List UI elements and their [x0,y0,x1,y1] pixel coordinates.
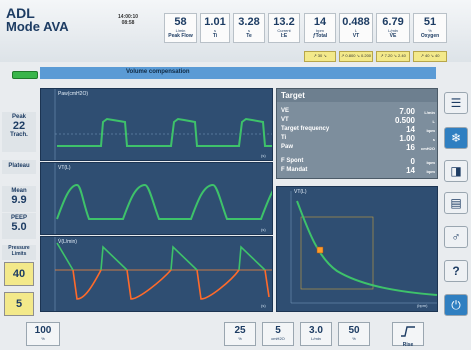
help-icon[interactable]: ? [444,260,468,282]
cycling-setting-button[interactable]: 50% [338,322,370,346]
peak-pressure-box: Peak 22 Trach. [2,112,36,152]
time-unit: (s) [261,303,266,308]
target-row-vt: VT 0.500 L [281,116,435,125]
power-icon[interactable]: ⏻ [444,294,468,316]
peep-setting-button[interactable]: 5 cmH2O [262,322,294,346]
pressure-curve [54,89,272,160]
measure-ie: 13.2 Current I:E [268,13,300,43]
pressure-limits-label: Pressure Limits [2,245,36,260]
target-row-fspont: F Spont 0 bpm [281,157,435,166]
peep-box: PEEP 5.0 [2,213,36,239]
volume-frequency-loop: VT(L) (bpm) [276,186,438,312]
measure-ti: 1.01 s Ti [200,13,230,43]
alarm-limit-vt[interactable]: ↗ 0.800 ↘ 0.200 [339,51,373,62]
rise-icon [401,326,415,337]
target-row-ti: Ti 1.00 s [281,134,435,143]
print-icon[interactable]: ▤ [444,192,468,214]
setting-button-25[interactable]: 25% [224,322,256,346]
clock: 14:00:10 08:58 [118,14,139,26]
plateau-box: Plateau [2,160,36,174]
target-title: Target [277,89,437,102]
mean-pressure-box: Mean 9.9 [2,186,36,212]
mode-name: Mode AVA [6,19,69,34]
measure-peak-flow: 58 L/min Peak Flow [164,13,197,43]
snowflake-icon[interactable]: ❄ [444,127,468,149]
flow-waveform-title: V̇(L/min) [58,239,77,245]
target-row-fmandat: F Mandat 14 bpm [281,166,435,175]
pmin-limit-button[interactable]: 5 [4,292,34,316]
circuit-icon[interactable]: ♂ [444,226,468,248]
measure-vt: 0.488 L VT [339,13,373,43]
alarm-limit-ve[interactable]: ↗ 7.20 ↘ 2.40 [376,51,410,62]
flow-waveform: V̇(L/min) (s) [40,236,273,312]
target-row-paw: Paw 16 cmH2O [281,143,435,152]
loop-curve [290,191,438,304]
status-led [12,71,38,79]
pmax-limit-button[interactable]: 40 [4,262,34,286]
target-panel: Target VE 7.00 L/min VT 0.500 L Target frequ… [276,88,438,179]
measure-te: 3.28 s Te [233,13,265,43]
loop-xlabel: (bpm) [417,303,428,308]
ventilator-brand: ADL Mode AVA [6,5,69,34]
alarm-limit-ftotal[interactable]: ↗ 30 ↘ [304,51,336,62]
menu-icon[interactable]: ☰ [444,92,468,114]
pressure-waveform: Paw(cmH2O) (s) [40,88,273,161]
volume-waveform: VT(L) (s) [40,162,273,235]
volume-waveform-title: VT(L) [58,165,71,171]
rise-setting-button[interactable]: Rise [392,322,424,348]
pressure-waveform-title: Paw(cmH2O) [58,91,89,97]
measure-ve: 6.79 L/min V̇E [376,13,410,43]
flow-curve [54,237,272,311]
measure-oxygen: 51% Oxygen [413,13,447,43]
target-row-ve: VE 7.00 L/min [281,107,435,116]
alarm-limit-oxygen[interactable]: ↗ 40 ↘ 40 [413,51,447,62]
freeze-icon[interactable]: ◨ [444,160,468,182]
oxygen-setting-button[interactable]: 100% [26,322,60,346]
volume-curve [54,163,272,234]
time-unit: (s) [261,153,266,158]
measure-ftotal: 14 bpm ƒTotal [304,13,336,43]
loop-title: VT(L) [294,189,307,195]
loop-marker [316,246,324,254]
flow-trigger-button[interactable]: 3.0 L/min [300,322,332,346]
target-row-frequency: Target frequency 14 bpm [281,125,435,134]
mode-bar: Volume compensation [40,67,436,79]
mode-bar-label: Volume compensation [126,69,190,75]
time-unit: (s) [261,227,266,232]
